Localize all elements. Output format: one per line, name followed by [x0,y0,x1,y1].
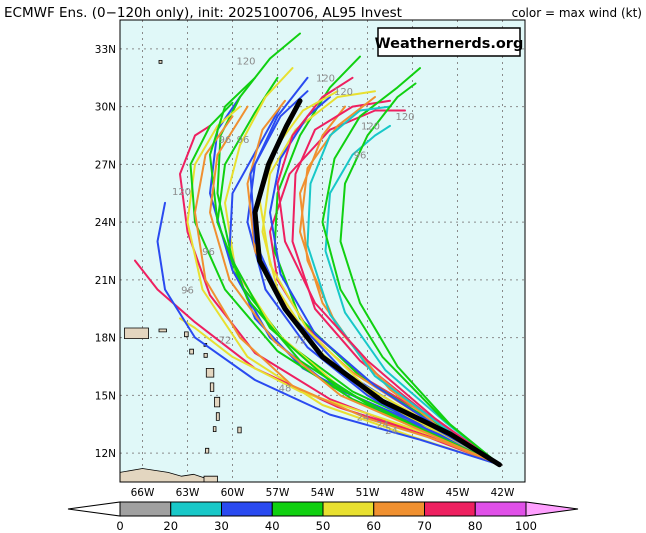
lon-tick-label: 48W [401,487,425,499]
mean-track-line [252,98,502,468]
hour-label: 120 [334,87,353,98]
watermark: Weathernerds.org [375,27,524,57]
hour-label: 72 [294,335,307,346]
lon-tick-label: 63W [176,487,200,499]
hour-label: 96 [181,285,194,296]
member-track-2 [269,109,501,466]
colorbar-tick-label: 70 [417,519,432,533]
land-grenada [205,447,210,454]
land-virgin-isl [158,328,167,333]
colorbar-bin [221,501,273,517]
land-antigua [203,352,208,358]
hour-label: 24 [376,420,389,431]
member-track-29 [339,82,501,466]
land-anguilla [184,331,189,338]
hour-label: 120 [172,187,191,198]
lon-tick-label: 54W [311,487,335,499]
colorbar-tick-label: 100 [515,519,537,533]
color-note: color = max wind (kt) [512,6,642,20]
member-track-25 [209,76,501,466]
colorbar-bin [322,501,375,517]
lon-tick-label: 57W [266,487,290,499]
member-track-19 [269,96,501,466]
lat-tick-label: 27N [95,159,116,171]
member-track-26 [276,76,501,466]
lat-tick-label: 24N [95,217,116,229]
member-track-23 [194,115,501,466]
lat-tick-label: 30N [95,102,116,114]
colorbar-bin [271,501,324,517]
lon-tick-label: 51W [356,487,380,499]
member-track-15 [321,67,501,466]
colorbar: 0 20 30 40 50 60 70 80 100 [67,501,579,533]
colorbar-bin [474,501,527,517]
lat-tick-label: 21N [95,275,116,287]
colorbar-tick-label: 40 [265,519,280,533]
land-martinique [214,396,221,408]
hour-label: 72 [219,335,232,346]
colorbar-under-arrow [67,501,121,517]
map-frame [119,19,526,483]
colorbar-bin [170,501,222,517]
map-land [120,60,242,482]
colorbar-tick-label: 30 [214,519,229,533]
hour-label: 24 [357,412,370,423]
land-guadeloupe [205,367,215,378]
member-track-13 [179,124,501,466]
lon-tick-label: 45W [446,487,470,499]
hour-label: 96 [219,135,232,146]
member-track-16 [186,105,501,466]
land-puerto-rico [124,327,149,340]
member-track-21 [306,105,501,466]
lat-tick-label: 12N [95,448,116,460]
lon-tick-label: 42W [491,487,515,499]
watermark-text: Weathernerds.org [375,36,524,52]
colorbar-bin [424,501,476,517]
colorbar-tick-label: 0 [116,519,123,533]
lon-tick-label: 66W [131,487,155,499]
land-st-lucia [215,412,220,421]
member-track-7 [291,99,501,466]
longitude-tick-labels: 66W 63W 60W 57W 54W 51W 48W 45W 42W [131,487,515,499]
hour-label: 96 [237,135,250,146]
land-barbados [237,426,242,434]
hour-label: 48 [279,384,292,395]
colorbar-tick-label: 50 [316,519,331,533]
member-track-27 [156,201,501,466]
land-st-vincent [212,426,217,433]
colorbar-bin [373,501,425,517]
map-ocean [120,20,525,482]
latitude-tick-labels: 12N 15N 18N 21N 24N 27N 30N 33N [95,44,116,460]
land-bermuda [158,60,163,64]
lat-tick-label: 18N [95,333,116,345]
colorbar-bin [119,501,172,517]
hour-label: 96 [202,247,215,258]
hour-label: 120 [316,74,335,85]
land-trinidad [203,475,218,482]
colorbar-tick-label: 80 [468,519,483,533]
hour-label: 24 [385,426,398,437]
colorbar-tick-label: 20 [163,519,178,533]
hour-label: 120 [236,56,255,67]
member-track-30 [209,105,501,466]
hour-label: 96 [354,151,367,162]
lon-tick-label: 60W [221,487,245,499]
ensemble-mean-track [252,98,502,468]
colorbar-tick-label: 60 [366,519,381,533]
hour-label: 120 [361,122,380,133]
land-dominica [209,382,215,392]
chart-title: ECMWF Ens. (0−120h only), init: 20251007… [4,5,402,21]
member-track-14 [246,90,501,466]
member-track-12 [324,124,501,466]
lat-tick-label: 15N [95,390,116,402]
land-st-kitts [189,348,194,355]
colorbar-over-arrow [525,501,579,517]
hour-label: 120 [395,112,414,123]
lat-tick-label: 33N [95,44,116,56]
